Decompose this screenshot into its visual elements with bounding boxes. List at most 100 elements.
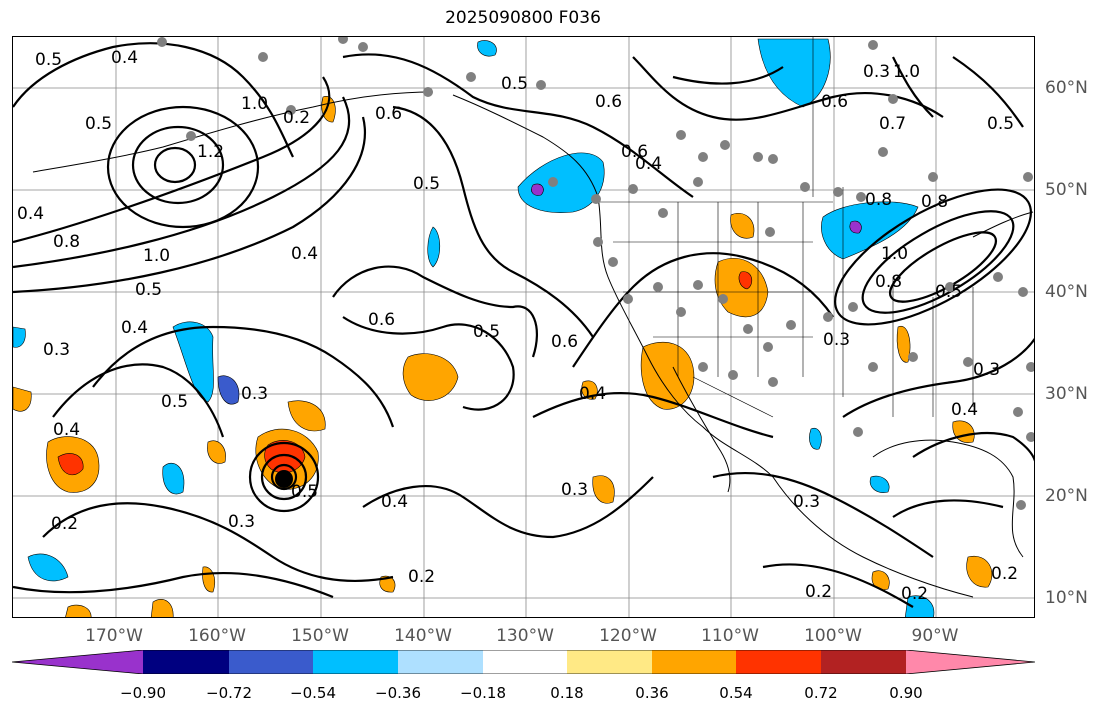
lon-label: 120°W [599, 626, 657, 646]
lat-label: 10°N [1045, 588, 1088, 608]
lon-label: 150°W [291, 626, 349, 646]
contour-label: 0.6 [551, 332, 578, 352]
lon-label: 170°W [85, 626, 143, 646]
contour-label: 1.0 [893, 62, 920, 82]
contour-label: 0.5 [413, 174, 440, 194]
contour-label: 0.4 [635, 154, 662, 174]
contour-label: 0.5 [135, 280, 162, 300]
orange-area-rockies [714, 257, 769, 318]
lon-label: 130°W [496, 626, 554, 646]
colorbar-segment [652, 650, 736, 674]
orange-area-baja [640, 341, 695, 410]
colorbar-segment [143, 650, 229, 674]
contour-label: 0.4 [17, 204, 44, 224]
contour-label: 0.3 [863, 62, 890, 82]
colorbar-segment [398, 650, 483, 674]
storm-center-marker [275, 470, 293, 488]
station-dots [157, 37, 1034, 510]
contour-label: 0.3 [823, 330, 850, 350]
contour-label: 1.0 [143, 246, 170, 266]
contour-label: 0.8 [875, 272, 902, 292]
graticule [13, 37, 1034, 617]
colorbar [11, 649, 1036, 678]
contour-label: 0.4 [291, 244, 318, 264]
lon-label: 110°W [701, 626, 759, 646]
contour-label: 0.2 [51, 514, 78, 534]
contour-label: 0.5 [501, 74, 528, 94]
contour-label: 1.0 [881, 244, 908, 264]
colorbar-segment [906, 650, 1035, 674]
contour-label: 0.6 [595, 92, 622, 112]
colorbar-tick: 0.72 [804, 684, 838, 702]
contour-label: 0.8 [53, 232, 80, 252]
contour-label: 0.6 [368, 310, 395, 330]
lon-label: 140°W [394, 626, 452, 646]
contour-label: 0.3 [43, 340, 70, 360]
contour-label: 0.4 [951, 400, 978, 420]
contour-label: 1.2 [197, 142, 224, 162]
shaded-anomaly-areas [13, 38, 993, 617]
contour-label: 0.3 [973, 360, 1000, 380]
contour-label: 0.5 [987, 114, 1014, 134]
lon-label: 100°W [804, 626, 862, 646]
contour-label: 0.3 [241, 384, 268, 404]
lat-label: 40°N [1045, 282, 1088, 302]
colorbar-tick: −0.18 [460, 684, 506, 702]
lat-label: 50°N [1045, 180, 1088, 200]
contour-lines [13, 42, 1034, 608]
lon-label: 160°W [188, 626, 246, 646]
contour-label: 0.2 [283, 108, 310, 128]
contour-label: 0.2 [408, 567, 435, 587]
contour-label: 0.5 [473, 322, 500, 342]
contour-label: 0.5 [935, 282, 962, 302]
colorbar-segment [821, 650, 906, 674]
contour-label: 0.5 [161, 392, 188, 412]
contour-label: 0.5 [35, 50, 62, 70]
colorbar-segment [567, 650, 652, 674]
forecast-map: 0.5 0.4 0.5 1.2 1.0 0.6 0.5 0.4 0.8 1.0 … [12, 36, 1035, 618]
contour-label: 0.4 [111, 48, 138, 68]
contour-label: 0.6 [375, 104, 402, 124]
contour-label: 0.6 [821, 92, 848, 112]
contour-label: 0.7 [879, 114, 906, 134]
colorbar-tick: 0.36 [635, 684, 669, 702]
blue-area-alaska [757, 38, 831, 108]
contour-label: 0.4 [53, 420, 80, 440]
contour-label: 0.5 [85, 114, 112, 134]
colorbar-segment [313, 650, 398, 674]
contour-label: 0.2 [991, 564, 1018, 584]
contour-label: 0.3 [561, 480, 588, 500]
lat-label: 60°N [1045, 78, 1088, 98]
contour-label: 0.2 [901, 584, 928, 604]
blue-area-plains [821, 201, 919, 260]
contour-label: 0.3 [228, 512, 255, 532]
contour-label: 0.3 [793, 492, 820, 512]
political-borders [593, 37, 974, 418]
lat-label: 20°N [1045, 486, 1088, 506]
map-title: 2025090800 F036 [445, 8, 601, 28]
colorbar-tick: 0.90 [889, 684, 923, 702]
contour-labels: 0.5 0.4 0.5 1.2 1.0 0.6 0.5 0.4 0.8 1.0 … [17, 48, 1018, 604]
contour-label: 1.0 [241, 94, 268, 114]
lat-label: 30°N [1045, 384, 1088, 404]
contour-label: 0.4 [579, 384, 606, 404]
contour-label: 0.4 [381, 492, 408, 512]
colorbar-tick: −0.54 [290, 684, 336, 702]
colorbar-tick: −0.90 [120, 684, 166, 702]
blue-area-pnw [517, 152, 605, 213]
contour-label: 0.5 [291, 482, 318, 502]
colorbar-tick: 0.18 [550, 684, 584, 702]
colorbar-tick: −0.72 [206, 684, 252, 702]
contour-label: 0.2 [805, 582, 832, 602]
contour-label: 0.4 [121, 318, 148, 338]
colorbar-tick: 0.54 [719, 684, 753, 702]
contour-label: 0.8 [921, 192, 948, 212]
colorbar-segment [12, 650, 143, 674]
colorbar-tick: −0.36 [375, 684, 421, 702]
colorbar-segment [229, 650, 313, 674]
colorbar-segment [736, 650, 821, 674]
contour-label: 0.6 [621, 142, 648, 162]
colorbar-segment [483, 650, 567, 674]
lon-label: 90°W [911, 626, 959, 646]
contour-label: 0.8 [865, 190, 892, 210]
